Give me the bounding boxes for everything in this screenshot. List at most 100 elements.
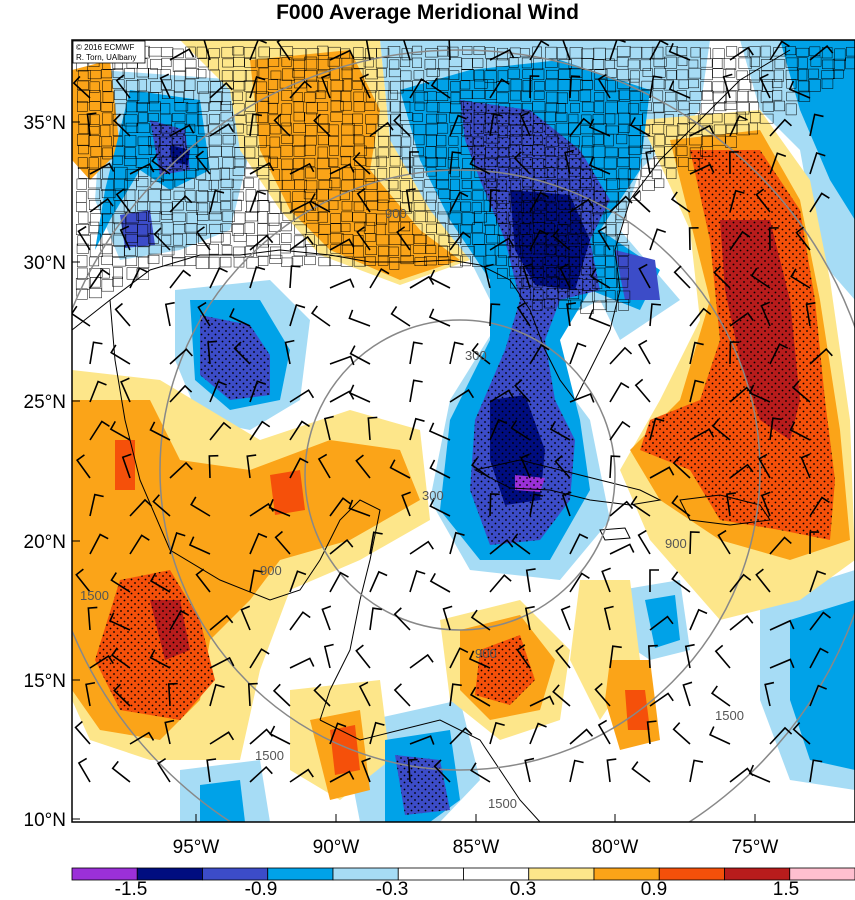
county-cell <box>138 145 152 155</box>
county-cell <box>256 135 267 148</box>
county-cell <box>474 69 485 82</box>
county-cell <box>306 222 320 233</box>
county-cell <box>184 90 195 100</box>
wind-barb <box>649 75 663 99</box>
lon-label: 80°W <box>592 837 639 858</box>
county-cell <box>521 157 533 167</box>
county-cell <box>268 222 281 232</box>
county-cell <box>100 101 113 112</box>
county-cell <box>676 146 688 156</box>
county-cell <box>737 90 749 102</box>
county-cell <box>546 267 560 277</box>
county-cell <box>510 277 524 289</box>
county-cell <box>714 102 727 112</box>
county-cell <box>160 124 173 134</box>
county-cell <box>196 69 207 79</box>
county-cell <box>762 101 774 112</box>
county-cell <box>808 79 821 92</box>
county-cell <box>136 68 150 78</box>
colorbar <box>71 867 855 881</box>
wind-barb <box>208 454 219 479</box>
county-cell <box>171 157 183 169</box>
county-cell <box>556 157 568 170</box>
county-cell <box>172 257 185 267</box>
county-cell <box>414 91 428 104</box>
county-cell <box>185 46 196 59</box>
wind-barb <box>489 493 500 517</box>
county-cell <box>760 45 771 58</box>
county-cell <box>184 223 198 233</box>
county-cell <box>90 146 102 157</box>
wind-barb <box>72 305 91 327</box>
ring-label: 1500 <box>255 748 284 763</box>
county-cell <box>173 233 184 246</box>
wind-barb <box>529 695 555 707</box>
county-cell <box>579 89 592 102</box>
county-cell <box>77 101 88 112</box>
county-cell <box>666 125 680 137</box>
county-cell <box>365 48 377 59</box>
wind-barb <box>249 190 267 213</box>
county-cell <box>570 222 582 235</box>
wind-barb <box>789 421 811 441</box>
wind-barb <box>769 343 789 365</box>
wind-barb <box>409 653 434 669</box>
wind-barb <box>409 540 434 555</box>
county-cell <box>665 136 677 145</box>
county-cell <box>352 190 366 202</box>
wind-barb <box>393 607 411 631</box>
county-cell <box>592 134 604 145</box>
county-cell <box>712 68 724 79</box>
wind-barb <box>289 80 312 99</box>
county-cell <box>197 81 209 94</box>
wind-barb <box>209 421 232 441</box>
county-cell <box>641 80 654 90</box>
county-cell <box>292 201 305 212</box>
wind-barb <box>649 466 675 479</box>
county-cell <box>496 112 510 124</box>
wind-barb <box>289 303 306 327</box>
county-cell <box>724 100 737 110</box>
wind-barb <box>149 572 171 593</box>
county-cell <box>546 277 560 287</box>
county-cell <box>556 92 568 104</box>
county-cell <box>496 179 507 191</box>
wind-barb <box>524 757 535 783</box>
county-cell <box>304 157 316 167</box>
county-cell <box>399 57 411 67</box>
county-cell <box>186 168 196 179</box>
county-cell <box>796 47 810 57</box>
county-cell <box>126 267 139 280</box>
wind-barb <box>164 719 175 745</box>
wind-barb <box>429 269 451 289</box>
wind-barb <box>129 267 148 289</box>
credit-box <box>72 40 146 64</box>
county-cell <box>112 276 123 287</box>
county-cell <box>172 212 186 222</box>
county-cell <box>89 256 100 267</box>
county-cell <box>220 80 234 89</box>
county-cell <box>317 212 328 223</box>
county-cell <box>136 123 150 133</box>
county-cell <box>185 158 199 171</box>
county-cell <box>282 68 295 81</box>
wind-barb <box>809 496 830 517</box>
wind-barb <box>249 76 266 99</box>
county-cell <box>497 156 510 168</box>
wind-barb <box>629 116 651 137</box>
wind-barb <box>151 153 171 175</box>
county-cell <box>400 202 413 214</box>
county-cell <box>137 91 150 104</box>
wind-barb <box>449 727 473 745</box>
wind-barb <box>169 269 192 289</box>
county-cell <box>174 80 185 93</box>
county-cell <box>448 147 459 160</box>
county-cell <box>618 256 629 268</box>
county-cell <box>377 190 390 203</box>
county-cell <box>293 58 307 71</box>
wind-barb <box>209 123 235 137</box>
county-cell <box>702 90 714 101</box>
county-cell <box>388 221 399 234</box>
wind-barb <box>513 151 531 175</box>
county-cell <box>413 234 427 244</box>
